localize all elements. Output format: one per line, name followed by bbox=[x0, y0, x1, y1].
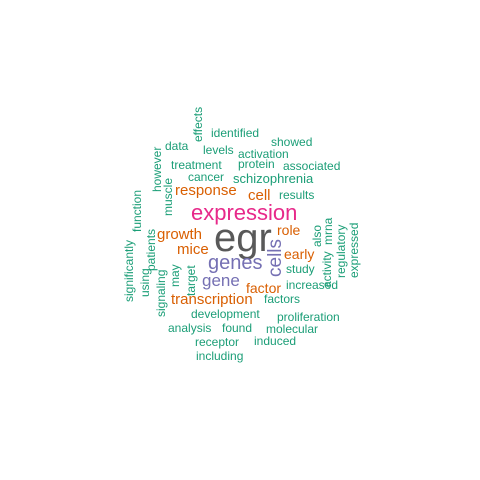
word-may: may bbox=[168, 264, 182, 287]
word-early: early bbox=[284, 246, 315, 262]
word-proliferation: proliferation bbox=[277, 310, 340, 324]
word-transcription: transcription bbox=[171, 291, 253, 308]
word-study: study bbox=[286, 262, 315, 276]
word-egr: egr bbox=[214, 216, 272, 260]
word-muscle: muscle bbox=[161, 177, 175, 216]
word-genes: genes bbox=[208, 252, 263, 274]
word-including: including bbox=[196, 349, 244, 363]
word-levels: levels bbox=[203, 143, 234, 157]
word-factor: factor bbox=[246, 280, 282, 296]
word-molecular: molecular bbox=[266, 322, 319, 336]
word-significantly: significantly bbox=[122, 239, 136, 302]
word-schizophrenia: schizophrenia bbox=[233, 171, 314, 186]
word-showed: showed bbox=[271, 135, 313, 149]
word-gene: gene bbox=[202, 271, 240, 290]
word-expression: expression bbox=[191, 200, 298, 225]
word-data: data bbox=[165, 139, 189, 153]
word-induced: induced bbox=[254, 334, 297, 348]
word-receptor: receptor bbox=[195, 335, 240, 349]
word-using: using bbox=[138, 268, 152, 297]
word-identified: identified bbox=[211, 126, 260, 140]
word-results: results bbox=[279, 188, 315, 202]
word-patients: patients bbox=[144, 228, 158, 271]
word-regulatory: regulatory bbox=[334, 224, 348, 278]
word-cell: cell bbox=[248, 187, 271, 204]
word-target: target bbox=[184, 265, 198, 296]
word-mice: mice bbox=[177, 241, 209, 258]
word-associated: associated bbox=[283, 159, 341, 173]
word-role: role bbox=[277, 222, 301, 238]
word-growth: growth bbox=[157, 226, 203, 243]
word-effects: effects bbox=[191, 106, 205, 142]
word-response: response bbox=[175, 182, 237, 199]
word-development: development bbox=[191, 307, 260, 321]
word-protein: protein bbox=[238, 157, 275, 171]
word-mrna: mrna bbox=[321, 217, 335, 245]
word-cells: cells bbox=[265, 238, 286, 277]
word-function: function bbox=[130, 189, 144, 232]
word-analysis: analysis bbox=[168, 321, 212, 335]
word-increased: increased bbox=[286, 278, 339, 292]
word-cancer: cancer bbox=[188, 170, 225, 184]
word-factors: factors bbox=[264, 292, 301, 306]
word-treatment: treatment bbox=[171, 158, 222, 172]
word-expressed: expressed bbox=[347, 222, 361, 278]
word-signaling: signaling bbox=[154, 269, 168, 317]
word-activation: activation bbox=[238, 147, 289, 161]
word-found: found bbox=[222, 321, 253, 335]
